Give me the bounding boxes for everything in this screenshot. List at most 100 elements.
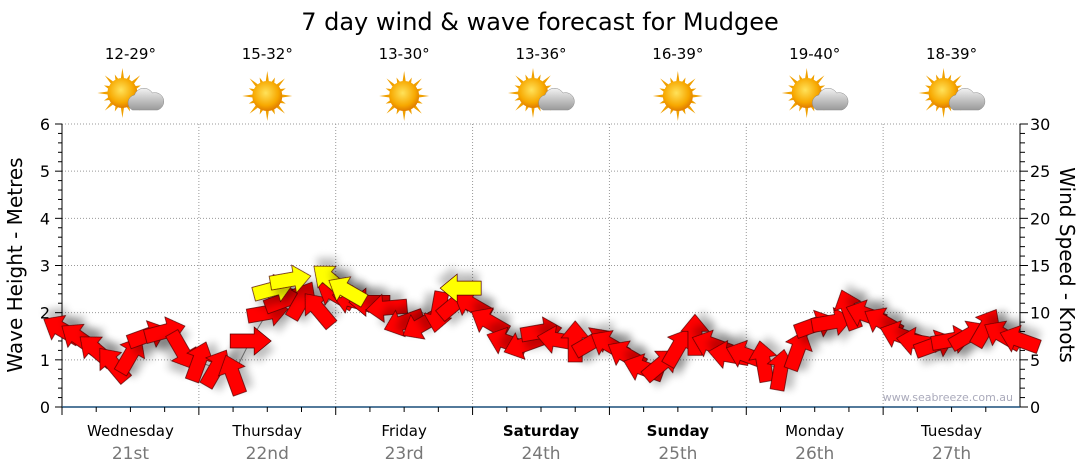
day-name-label: Tuesday [920,422,982,440]
sun-ray [541,75,551,85]
sun-ray [412,78,422,88]
day-temperature: 19-40° [789,45,840,63]
wind-arrow [217,354,247,397]
wind-arrow [304,293,338,331]
sun-ray [131,75,141,85]
sun-ray [379,94,391,98]
sun-ray [781,91,793,95]
wind-arrow [810,306,854,336]
partly-cloudy-icon [781,68,849,118]
sun-ray [402,71,406,83]
left-tick-label: 6 [40,115,50,134]
day-name-label: Friday [381,422,427,440]
right-tick-label: 20 [1030,209,1050,228]
sun-ray [265,109,269,121]
left-tick-label: 3 [40,257,50,276]
day-temperature: 16-39° [652,45,703,63]
right-tick-label: 10 [1030,304,1050,323]
day-date-label: 26th [795,444,834,464]
sun-ray [120,68,125,80]
day-name-label: Wednesday [87,422,174,440]
day-temperature: 15-32° [242,45,293,63]
sun-ray [805,68,809,80]
sun-ray [686,78,696,88]
left-tick-label: 5 [40,162,50,181]
wind-arrow [969,309,1001,350]
cloud-shape [812,87,849,111]
sun-ray [691,94,703,98]
day-temperature: 18-39° [926,45,977,63]
sunny-icon [652,71,703,121]
sun-ray [249,104,259,114]
wind-arrow [365,293,408,323]
sun-ray [676,109,680,121]
sun-ray [676,71,680,83]
sun-ray [815,75,825,85]
sun-ray [531,106,535,118]
wind-arrow [383,308,426,338]
sun-ray [918,91,930,95]
right-tick-label: 0 [1030,398,1040,417]
left-tick-label: 4 [40,209,50,228]
right-tick-label: 5 [1030,351,1040,370]
sun-ray [242,94,254,98]
sun-ray [515,75,525,85]
sun-ray [925,101,935,111]
day-temperature: 13-36° [515,45,566,63]
cloud-shape [538,87,575,111]
sunny-icon [242,71,293,121]
right-axis-label: Wind Speed - Knots [1055,167,1079,363]
cloud-shape [948,87,986,111]
sun-ray [660,78,670,88]
day-date-label: 25th [658,444,697,464]
cloud-shape [127,87,165,111]
sun-ray [531,68,535,80]
sun-ray [941,68,946,80]
sun-ray [412,104,422,114]
sun-ray [265,71,269,83]
sun-ray [952,75,962,85]
sun-ray [120,106,125,118]
day-name-label: Monday [785,422,844,440]
sun-ray [925,75,935,85]
sun-ray [418,94,430,98]
sun-ray [789,101,799,111]
day-temperature: 12-29° [105,45,156,63]
sun-ray [104,75,114,85]
watermark: www.seabreeze.com.au [883,391,1013,404]
sun-ray [941,106,946,118]
sun-ray [275,78,285,88]
sun-ray [104,101,114,111]
left-axis-label: Wave Height - Metres [3,157,27,372]
gust-arrow [268,264,312,294]
day-name-label: Saturday [503,422,580,440]
sun-ray [660,104,670,114]
sun-ray [402,109,406,121]
sunny-icon [379,71,430,121]
day-date-label: 21st [112,444,149,464]
right-tick-label: 30 [1030,115,1050,134]
sun-ray [249,78,259,88]
right-tick-label: 25 [1030,162,1050,181]
day-name-label: Thursday [231,422,302,440]
sun-ray [652,94,664,98]
sun-ray [386,104,396,114]
sun-ray [515,101,525,111]
day-date-label: 24th [521,444,560,464]
sun-disc [389,81,420,111]
sun-ray [97,91,109,95]
sun-ray [508,91,520,95]
wind-arrow [999,324,1042,354]
sun-ray [805,106,809,118]
sun-ray [275,104,285,114]
day-date-label: 27th [932,444,971,464]
sun-ray [281,94,293,98]
day-date-label: 22nd [246,444,289,464]
partly-cloudy-icon [918,68,986,118]
sun-ray [386,78,396,88]
wind-arrow [184,341,214,384]
day-name-label: Sunday [647,422,710,440]
wind-arrow [165,329,197,370]
wind-arrow [783,330,813,373]
